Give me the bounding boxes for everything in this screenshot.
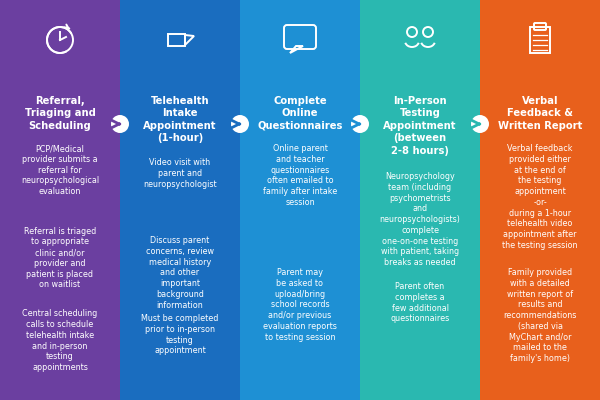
Text: In-Person
Testing
Appointment
(between
2-8 hours): In-Person Testing Appointment (between 2… (383, 96, 457, 156)
Circle shape (471, 115, 489, 133)
Text: Verbal
Feedback &
Written Report: Verbal Feedback & Written Report (498, 96, 582, 131)
Text: Video visit with
parent and
neuropsychologist: Video visit with parent and neuropsychol… (143, 158, 217, 189)
Bar (168, 34, 185, 46)
Text: Discuss parent
concerns, review
medical history
and other
important
background
i: Discuss parent concerns, review medical … (146, 236, 214, 310)
Text: Complete
Online
Questionnaires: Complete Online Questionnaires (257, 96, 343, 131)
Text: Telehealth
Intake
Appointment
(1-hour): Telehealth Intake Appointment (1-hour) (143, 96, 217, 143)
Text: Family provided
with a detailed
written report of
results and
recommendations
(s: Family provided with a detailed written … (503, 268, 577, 363)
Text: Neuropsychology
team (including
psychometrists
and
neuropsychologists)
complete
: Neuropsychology team (including psychome… (380, 172, 460, 267)
Bar (360, 0, 480, 400)
Circle shape (231, 115, 249, 133)
Text: Referral is triaged
to appropriate
clinic and/or
provider and
patient is placed
: Referral is triaged to appropriate clini… (24, 227, 96, 290)
Circle shape (351, 115, 369, 133)
Circle shape (111, 115, 129, 133)
Bar (480, 0, 600, 400)
Bar (0, 0, 120, 400)
Text: Verbal feedback
provided either
at the end of
the testing
appointment
-or-
durin: Verbal feedback provided either at the e… (502, 144, 578, 250)
Text: Must be completed
prior to in-person
testing
appointment: Must be completed prior to in-person tes… (142, 314, 218, 355)
Text: Parent may
be asked to
upload/bring
school records
and/or previous
evaluation re: Parent may be asked to upload/bring scho… (263, 268, 337, 342)
Text: Online parent
and teacher
questionnaires
often emailed to
family after intake
se: Online parent and teacher questionnaires… (263, 144, 337, 207)
Text: Referral,
Triaging and
Scheduling: Referral, Triaging and Scheduling (25, 96, 95, 131)
Bar (530, 27, 550, 53)
Bar (120, 0, 240, 400)
Text: Central scheduling
calls to schedule
telehealth intake
and in-person
testing
app: Central scheduling calls to schedule tel… (22, 309, 98, 372)
Text: Parent often
completes a
few additional
questionnaires: Parent often completes a few additional … (391, 282, 449, 323)
Text: PCP/Medical
provider submits a
referral for
neuropsychological
evaluation: PCP/Medical provider submits a referral … (21, 144, 99, 196)
Bar (240, 0, 360, 400)
